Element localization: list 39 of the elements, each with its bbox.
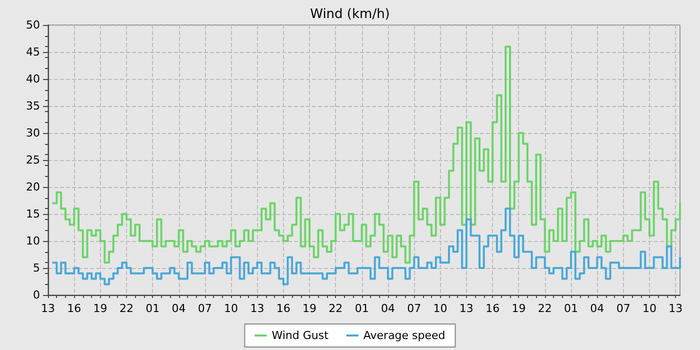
y-tick-label: 5	[33, 262, 40, 274]
legend-label: Average speed	[363, 329, 446, 342]
x-tick-label: 04	[172, 302, 186, 315]
y-tick-label: 40	[26, 72, 40, 86]
y-tick-label: 10	[26, 234, 40, 248]
x-tick-label: 13	[459, 302, 474, 315]
x-tick-label: 01	[146, 302, 160, 315]
x-tick-label: 19	[512, 302, 526, 315]
x-tick-label: 07	[198, 302, 212, 315]
y-tick-label: 0	[33, 288, 40, 302]
x-tick-label: 22	[538, 302, 552, 315]
y-tick-label: 50	[26, 18, 40, 32]
x-tick-label: 07	[407, 302, 422, 315]
x-tick-label: 16	[276, 302, 290, 315]
x-tick-label: 13	[250, 302, 264, 315]
y-tick-label: 30	[26, 126, 40, 140]
y-tick-label: 20	[26, 180, 40, 194]
chart-title: Wind (km/h)	[310, 7, 390, 22]
x-tick-label: 22	[328, 302, 343, 315]
x-tick-label: 19	[93, 302, 108, 315]
x-tick-label: 19	[302, 302, 317, 315]
y-tick-label: 15	[26, 208, 40, 220]
x-tick-label: 16	[486, 302, 500, 315]
x-tick-label: 13	[41, 302, 55, 315]
y-tick-label: 45	[26, 46, 40, 58]
y-tick-label: 25	[26, 154, 40, 166]
y-tick-label: 35	[26, 100, 40, 112]
x-tick-label: 04	[590, 302, 604, 315]
x-tick-label: 07	[616, 302, 630, 315]
x-tick-label: 22	[119, 302, 134, 315]
x-tick-label: 10	[433, 302, 448, 315]
x-tick-label: 13	[668, 302, 683, 315]
x-tick-label: 01	[354, 302, 369, 315]
x-tick-label: 04	[380, 302, 395, 315]
x-tick-label: 10	[642, 302, 656, 315]
legend-label: Wind Gust	[272, 329, 330, 342]
x-tick-label: 01	[564, 302, 578, 315]
x-tick-label: 16	[67, 302, 82, 315]
x-tick-label: 10	[224, 302, 238, 315]
